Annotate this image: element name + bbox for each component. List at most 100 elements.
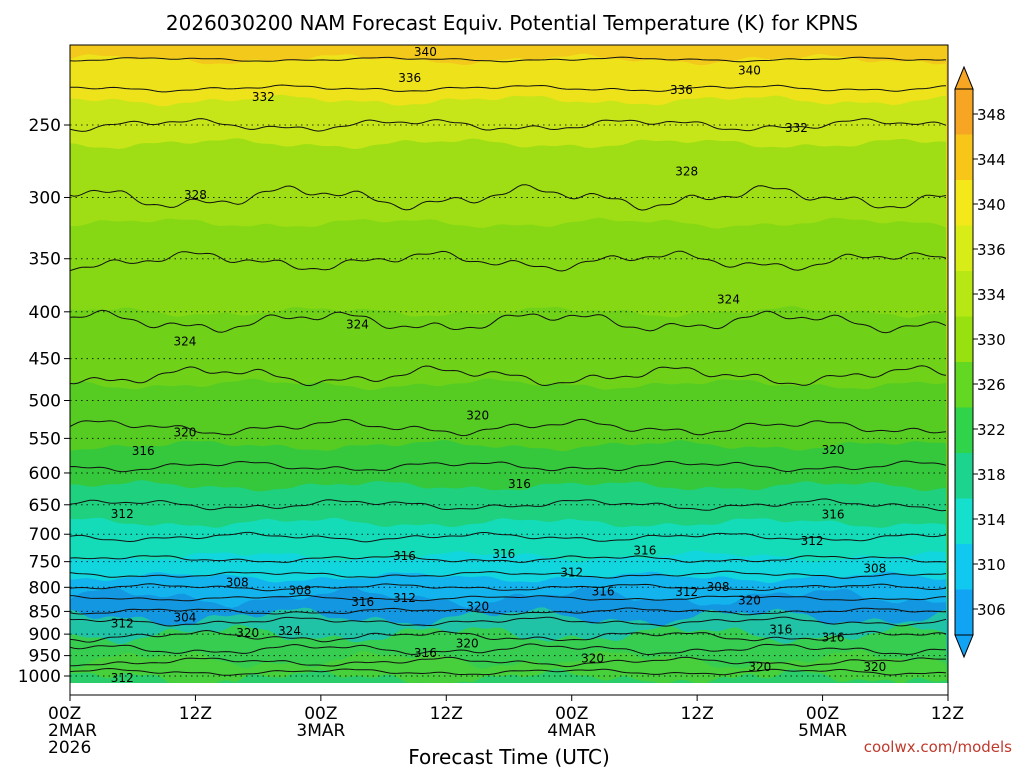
contour-label-text: 320 — [174, 426, 197, 440]
colorbar-tick: 340 — [973, 196, 1006, 214]
y-tick-label: 600 — [29, 464, 61, 484]
x-tick-label: 12Z — [430, 704, 463, 724]
contour-label-text: 316 — [592, 584, 615, 598]
contour-label: 320 — [466, 408, 489, 422]
contour-label: 332 — [785, 121, 808, 135]
x-tick-label: 00Z — [555, 704, 588, 724]
contour-label: 324 — [278, 624, 301, 638]
y-tick-label: 400 — [29, 303, 61, 323]
colorbar-swatch — [955, 89, 973, 135]
contour-label: 324 — [174, 334, 197, 348]
colorbar-frame — [954, 88, 974, 636]
contour-label: 316 — [592, 584, 615, 598]
contour-324k — [70, 309, 947, 334]
contour-label-text: 320 — [466, 408, 489, 422]
colorbar-swatch — [955, 180, 973, 226]
colorbar-swatch — [955, 498, 973, 545]
contour-label-text: 316 — [414, 646, 437, 660]
colorbar-tick: 314 — [973, 511, 1006, 529]
contour-label-text: 324 — [278, 624, 301, 638]
colorbar-tick: 322 — [973, 421, 1006, 439]
contour-label: 320 — [738, 594, 761, 608]
contour-label-text: 336 — [398, 71, 421, 85]
x-tick: 12Z — [931, 695, 964, 724]
contour-label-text: 312 — [111, 671, 134, 685]
contour-label: 320 — [863, 660, 886, 674]
contour-label: 312 — [393, 591, 416, 605]
x-tick: 12Z — [179, 695, 212, 724]
colorbar-tick-label: 330 — [977, 331, 1006, 349]
contour-label: 316 — [822, 507, 845, 521]
y-tick: 500 — [29, 392, 70, 412]
contour-label: 316 — [822, 631, 845, 645]
contour-324k — [70, 656, 946, 668]
contour-label-text: 328 — [675, 164, 698, 178]
x-tick: 12Z — [681, 695, 714, 724]
x-tick-label: 2026 — [48, 738, 91, 758]
contour-label-text: 304 — [174, 610, 197, 624]
contour-label: 312 — [111, 671, 134, 685]
y-tick: 300 — [29, 188, 70, 208]
contour-label-text: 312 — [675, 585, 698, 599]
contour-label-text: 316 — [508, 477, 531, 491]
contour-336k — [70, 84, 947, 93]
contour-322k — [70, 365, 947, 387]
contour-label-text: 320 — [822, 443, 845, 457]
contour-label-text: 332 — [252, 90, 275, 104]
contour-label-text: 320 — [456, 636, 479, 650]
contour-label: 308 — [863, 561, 886, 575]
y-axis: 250 300 350 400 450 500 550 600 650 700 750 800 850 9… — [18, 116, 70, 687]
colorbar-tick: 348 — [973, 106, 1006, 124]
contour-label-text: 316 — [132, 444, 155, 458]
y-tick: 700 — [29, 525, 70, 545]
colorbar-tick: 310 — [973, 556, 1006, 574]
contour-label: 328 — [675, 164, 698, 178]
contour-label-text: 332 — [785, 121, 808, 135]
x-tick-label: 00Z — [806, 704, 839, 724]
colorbar-bottom-arrow — [954, 634, 974, 659]
colorbar-swatch — [955, 544, 973, 590]
x-tick-label: 5MAR — [798, 721, 847, 741]
y-tick: 600 — [29, 464, 70, 484]
y-tick: 400 — [29, 303, 70, 323]
contour-label-text: 320 — [581, 652, 604, 666]
contour-label-text: 312 — [111, 507, 134, 521]
colorbar-swatch — [955, 589, 973, 636]
contour-label-text: 312 — [801, 534, 824, 548]
y-tick-label: 850 — [29, 602, 61, 622]
contour-label: 320 — [456, 636, 479, 650]
colorbar-tick: 334 — [973, 286, 1006, 304]
contour-340k — [70, 56, 947, 63]
contour-label-text: 312 — [111, 616, 134, 630]
colorbar-swatch — [955, 453, 973, 499]
contour-label: 320 — [822, 443, 845, 457]
contour-314k — [70, 531, 947, 543]
contour-label-text: 308 — [863, 561, 886, 575]
contour-label-text: 316 — [351, 595, 374, 609]
x-axis-label: Forecast Time (UTC) — [408, 745, 610, 768]
y-tick: 950 — [29, 647, 70, 667]
colorbar-tick: 344 — [973, 151, 1006, 169]
x-tick-label: 00Z — [304, 704, 337, 724]
contour-312k — [70, 554, 947, 563]
colorbar-top-arrow — [954, 65, 974, 90]
y-tick: 550 — [29, 429, 70, 449]
contour-326k — [70, 250, 947, 272]
contour-label-text: 320 — [863, 660, 886, 674]
colorbar-tick-label: 310 — [977, 556, 1006, 574]
x-tick-label: 12Z — [179, 704, 212, 724]
y-tick-label: 750 — [29, 553, 61, 573]
contour-label: 328 — [184, 188, 207, 202]
contour-label: 320 — [748, 660, 771, 674]
colorbar-tick: 318 — [973, 466, 1006, 484]
contour-308k — [70, 583, 947, 592]
contour-label: 316 — [351, 595, 374, 609]
contour-label-text: 324 — [717, 293, 740, 307]
colorbar-tick-label: 322 — [977, 421, 1006, 439]
colorbar-tick-label: 314 — [977, 511, 1006, 529]
y-tick-label: 1000 — [18, 667, 61, 687]
colorbar-swatch — [955, 316, 973, 363]
